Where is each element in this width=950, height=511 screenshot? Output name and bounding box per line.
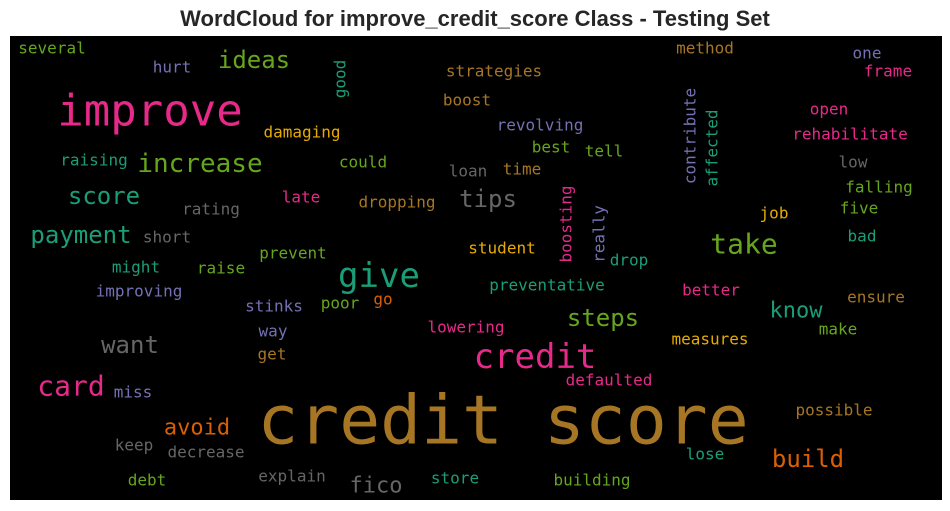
word-damaging: damaging xyxy=(263,123,340,142)
word-several: several xyxy=(18,39,85,58)
word-store: store xyxy=(431,469,479,488)
word-affected: affected xyxy=(703,109,722,186)
word-boost: boost xyxy=(443,91,491,110)
word-stinks: stinks xyxy=(245,297,303,316)
word-time: time xyxy=(503,160,542,179)
word-credit: credit xyxy=(474,337,597,377)
word-strategies: strategies xyxy=(446,62,542,81)
word-better: better xyxy=(682,281,740,300)
word-contribute: contribute xyxy=(681,88,700,184)
word-lose: lose xyxy=(686,445,725,464)
word-good: good xyxy=(331,60,350,99)
word-poor: poor xyxy=(321,294,360,313)
word-could: could xyxy=(339,153,387,172)
word-building: building xyxy=(553,471,630,490)
word-fico: fico xyxy=(350,474,403,499)
word-tell: tell xyxy=(585,142,624,161)
wordcloud-canvas: credit score improve give credit take card inc… xyxy=(10,36,942,500)
word-improving: improving xyxy=(96,282,183,301)
word-preventative: preventative xyxy=(489,276,605,295)
word-way: way xyxy=(259,322,288,341)
word-ensure: ensure xyxy=(847,288,905,307)
word-dropping: dropping xyxy=(358,193,435,212)
word-lowering: lowering xyxy=(427,318,504,337)
word-falling: falling xyxy=(845,178,912,197)
word-measures: measures xyxy=(671,330,748,349)
word-increase: increase xyxy=(137,149,262,179)
word-ideas: ideas xyxy=(218,46,290,74)
word-tips: tips xyxy=(459,185,517,213)
word-really: really xyxy=(590,205,609,263)
word-method: method xyxy=(676,39,734,58)
word-give: give xyxy=(338,256,420,296)
word-avoid: avoid xyxy=(164,416,230,441)
word-prevent: prevent xyxy=(259,244,326,263)
word-possible: possible xyxy=(795,401,872,420)
word-bad: bad xyxy=(848,227,877,246)
word-rehabilitate: rehabilitate xyxy=(792,125,908,144)
word-raising: raising xyxy=(60,151,127,170)
word-improve: improve xyxy=(57,86,242,137)
word-miss: miss xyxy=(114,383,153,402)
word-open: open xyxy=(810,100,849,119)
word-build: build xyxy=(772,445,844,473)
word-short: short xyxy=(143,228,191,247)
word-make: make xyxy=(819,320,858,339)
word-take: take xyxy=(710,228,777,261)
word-late: late xyxy=(282,188,321,207)
word-defaulted: defaulted xyxy=(566,371,653,390)
word-hurt: hurt xyxy=(153,58,192,77)
word-one: one xyxy=(853,44,882,63)
word-explain: explain xyxy=(258,467,325,486)
word-boosting: boosting xyxy=(557,185,576,262)
word-best: best xyxy=(532,138,571,157)
word-get: get xyxy=(258,345,287,364)
word-might: might xyxy=(112,258,160,277)
word-want: want xyxy=(101,331,159,359)
word-steps: steps xyxy=(567,304,639,332)
word-student: student xyxy=(468,239,535,258)
word-keep: keep xyxy=(115,436,154,455)
word-raise: raise xyxy=(197,259,245,278)
word-payment: payment xyxy=(30,221,131,249)
word-loan: loan xyxy=(449,162,488,181)
word-credit-score: credit score xyxy=(257,382,748,461)
chart-title: WordCloud for improve_credit_score Class… xyxy=(180,6,770,31)
word-job: job xyxy=(760,204,789,223)
word-rating: rating xyxy=(182,200,240,219)
word-know: know xyxy=(770,299,824,324)
word-decrease: decrease xyxy=(167,443,244,462)
word-card: card xyxy=(37,370,104,403)
wordcloud-svg: credit score improve give credit take card inc… xyxy=(18,39,912,499)
word-frame: frame xyxy=(864,62,912,81)
word-debt: debt xyxy=(128,471,167,490)
word-go: go xyxy=(373,290,392,309)
word-score: score xyxy=(68,182,140,210)
word-low: low xyxy=(839,153,868,172)
word-drop: drop xyxy=(610,251,649,270)
word-revolving: revolving xyxy=(497,116,584,135)
word-five: five xyxy=(840,199,879,218)
